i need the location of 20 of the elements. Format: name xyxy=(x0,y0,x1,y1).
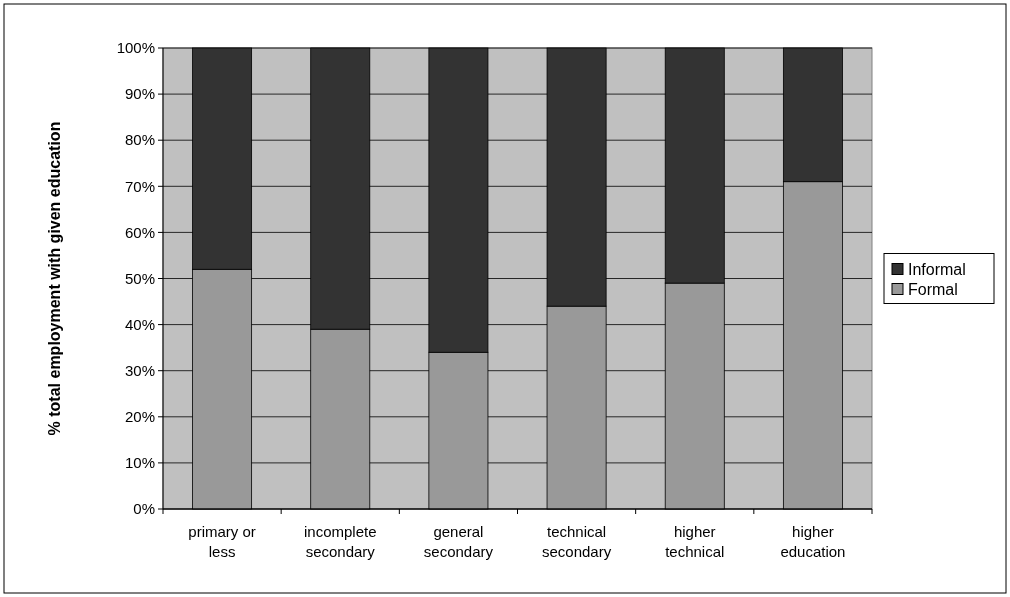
x-tick-label: higher technical xyxy=(665,523,725,560)
y-tick-label: 70% xyxy=(124,177,155,195)
y-tick-label: 20% xyxy=(124,408,155,426)
y-tick-label: 90% xyxy=(124,85,155,103)
x-tick-label: primary or less xyxy=(188,523,256,560)
y-tick-label: 0% xyxy=(133,500,155,518)
y-tick-label: 50% xyxy=(124,269,155,287)
x-tick-label: higher education xyxy=(780,523,846,560)
x-tick-label: technical secondary xyxy=(541,523,612,560)
y-axis-title: % total employment with given education xyxy=(46,121,63,436)
y-tick-label: 30% xyxy=(124,361,155,379)
legend-label: Informal xyxy=(908,261,966,279)
y-tick-label: 100% xyxy=(116,39,155,57)
y-tick-label: 80% xyxy=(124,131,155,149)
y-tick-label: 60% xyxy=(124,223,155,241)
x-tick-label: general secondary xyxy=(423,523,494,560)
y-tick-label: 40% xyxy=(124,315,155,333)
legend-label: Formal xyxy=(908,281,958,299)
y-tick-label: 10% xyxy=(124,454,155,472)
x-tick-label: incomplete secondary xyxy=(303,523,377,560)
